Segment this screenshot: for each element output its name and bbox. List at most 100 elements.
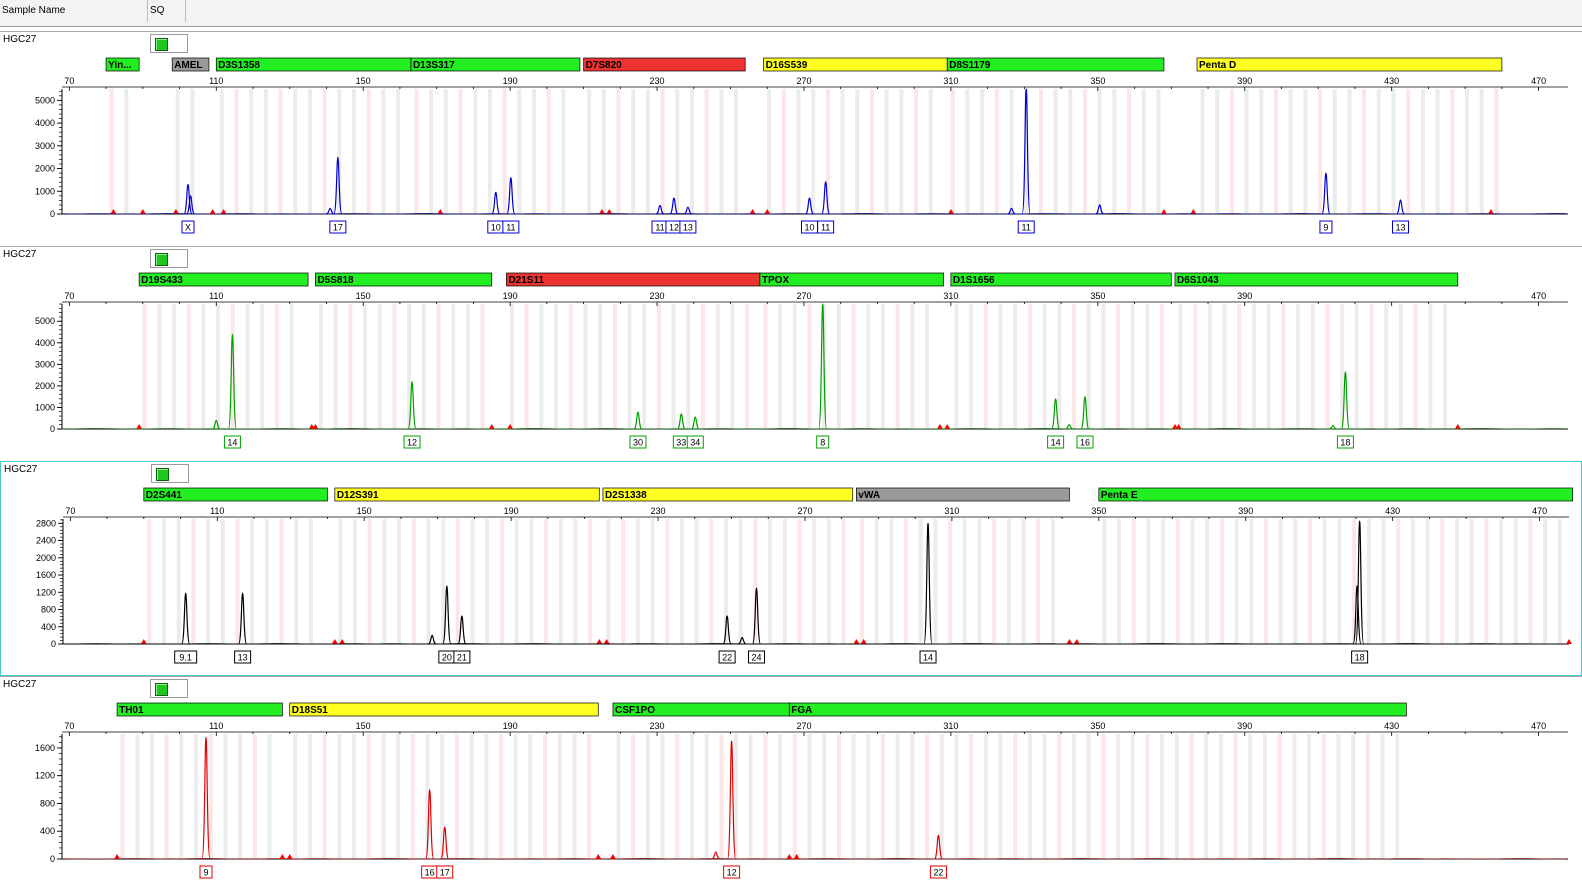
locus-bar[interactable]: D2S441: [143, 487, 328, 502]
peak[interactable]: [690, 416, 700, 430]
allele-call-label[interactable]: 9.1: [174, 650, 198, 664]
peak[interactable]: [425, 788, 435, 860]
peak[interactable]: [727, 740, 737, 860]
allele-call-label[interactable]: 14: [223, 435, 241, 449]
peak[interactable]: [1340, 371, 1351, 430]
peak[interactable]: [655, 204, 665, 215]
peak[interactable]: [633, 411, 643, 430]
locus-bar[interactable]: AMEL: [171, 57, 210, 72]
locus-bar[interactable]: D7S820: [583, 57, 746, 72]
peak[interactable]: [491, 191, 501, 215]
allele-call-label[interactable]: 34: [686, 435, 704, 449]
peak[interactable]: [751, 587, 762, 645]
locus-bar[interactable]: D12S391: [334, 487, 600, 502]
peak[interactable]: [442, 585, 452, 645]
allele-call-label[interactable]: 9: [199, 865, 213, 879]
peak[interactable]: [440, 826, 450, 860]
locus-bar[interactable]: Penta E: [1098, 487, 1574, 502]
allele-call-label[interactable]: 9: [1319, 220, 1333, 234]
locus-bar[interactable]: D2S1338: [602, 487, 854, 502]
peak[interactable]: [227, 333, 238, 430]
sample-panel-black[interactable]: HGC27 D2S441 D12S391 D2S1338 vWA Penta E 70 110…: [0, 461, 1582, 676]
locus-bar[interactable]: D5S818: [315, 272, 493, 287]
allele-call-label[interactable]: 30: [629, 435, 647, 449]
allele-call-label[interactable]: 12: [403, 435, 421, 449]
locus-bar[interactable]: TH01: [116, 702, 283, 717]
allele-call-label[interactable]: 22: [929, 865, 947, 879]
dye-toggle-button[interactable]: [151, 464, 189, 483]
peak[interactable]: [185, 195, 196, 215]
peak[interactable]: [1355, 520, 1365, 645]
locus-bar[interactable]: FGA: [788, 702, 1407, 717]
peak[interactable]: [212, 419, 221, 430]
allele-call-label[interactable]: 13: [234, 650, 252, 664]
peak[interactable]: [1352, 585, 1362, 645]
peak[interactable]: [711, 851, 721, 860]
peak[interactable]: [818, 303, 828, 430]
locus-bar[interactable]: TPOX: [759, 272, 944, 287]
peak[interactable]: [407, 380, 417, 430]
peak[interactable]: [669, 197, 679, 215]
peak[interactable]: [821, 181, 831, 215]
allele-call-label[interactable]: 18: [1351, 650, 1369, 664]
allele-call-label[interactable]: 8: [816, 435, 830, 449]
allele-call-label[interactable]: 11: [1017, 220, 1035, 234]
peak[interactable]: [1007, 207, 1016, 215]
allele-call-label[interactable]: 17: [436, 865, 454, 879]
peak[interactable]: [1328, 425, 1338, 430]
peak[interactable]: [201, 736, 211, 860]
allele-call-label[interactable]: 16: [1076, 435, 1094, 449]
column-header-sample-name[interactable]: Sample Name: [0, 0, 148, 22]
peak[interactable]: [1080, 396, 1090, 430]
peak[interactable]: [1396, 199, 1405, 215]
allele-call-label[interactable]: 17: [329, 220, 347, 234]
peak[interactable]: [923, 522, 933, 645]
locus-bar[interactable]: D3S1358: [215, 57, 412, 72]
allele-call-label[interactable]: 24: [747, 650, 765, 664]
peak[interactable]: [722, 615, 732, 645]
sample-panel-green[interactable]: HGC27 D19S433 D5S818 D21S11 TPOX D1S1656 D6S10…: [0, 246, 1582, 461]
allele-call-label[interactable]: 11: [817, 220, 835, 234]
allele-call-label[interactable]: 13: [1392, 220, 1410, 234]
allele-call-label[interactable]: 21: [453, 650, 471, 664]
allele-call-label[interactable]: 14: [1047, 435, 1065, 449]
peak[interactable]: [1065, 424, 1074, 430]
allele-call-label[interactable]: 10: [487, 220, 505, 234]
locus-bar[interactable]: D6S1043: [1174, 272, 1459, 287]
peak[interactable]: [325, 207, 335, 215]
allele-call-label[interactable]: 12: [665, 220, 683, 234]
allele-call-label[interactable]: 20: [438, 650, 456, 664]
locus-bar[interactable]: Penta D: [1196, 57, 1503, 72]
peak[interactable]: [181, 592, 191, 645]
allele-call-label[interactable]: X: [181, 220, 195, 234]
locus-bar[interactable]: Yin...: [105, 57, 140, 72]
peak[interactable]: [738, 636, 747, 645]
locus-bar[interactable]: D8S1179: [946, 57, 1165, 72]
peak[interactable]: [238, 592, 248, 645]
dye-toggle-button[interactable]: [150, 34, 188, 53]
allele-call-label[interactable]: 18: [1336, 435, 1354, 449]
peak[interactable]: [683, 206, 693, 215]
allele-call-label[interactable]: 22: [718, 650, 736, 664]
peak[interactable]: [506, 177, 516, 215]
peak[interactable]: [457, 615, 467, 645]
dye-toggle-button[interactable]: [150, 249, 188, 268]
locus-bar[interactable]: D16S539: [763, 57, 948, 72]
peak[interactable]: [427, 634, 437, 645]
locus-bar[interactable]: D13S317: [410, 57, 581, 72]
allele-call-label[interactable]: 11: [502, 220, 520, 234]
allele-call-label[interactable]: 10: [800, 220, 818, 234]
peak[interactable]: [333, 156, 343, 215]
locus-bar[interactable]: D21S11: [506, 272, 761, 287]
sample-panel-blue[interactable]: HGC27 Yin... AMEL D3S1358 D13S317 D7S820 D16S5…: [0, 31, 1582, 246]
peak[interactable]: [1050, 398, 1061, 430]
allele-call-label[interactable]: 16: [421, 865, 439, 879]
peak[interactable]: [1095, 204, 1104, 215]
peak[interactable]: [676, 413, 686, 430]
peak[interactable]: [183, 183, 193, 215]
locus-bar[interactable]: D19S433: [138, 272, 309, 287]
locus-bar[interactable]: D18S51: [289, 702, 599, 717]
dye-toggle-button[interactable]: [150, 679, 188, 698]
locus-bar[interactable]: CSF1PO: [612, 702, 790, 717]
allele-call-label[interactable]: 13: [679, 220, 697, 234]
